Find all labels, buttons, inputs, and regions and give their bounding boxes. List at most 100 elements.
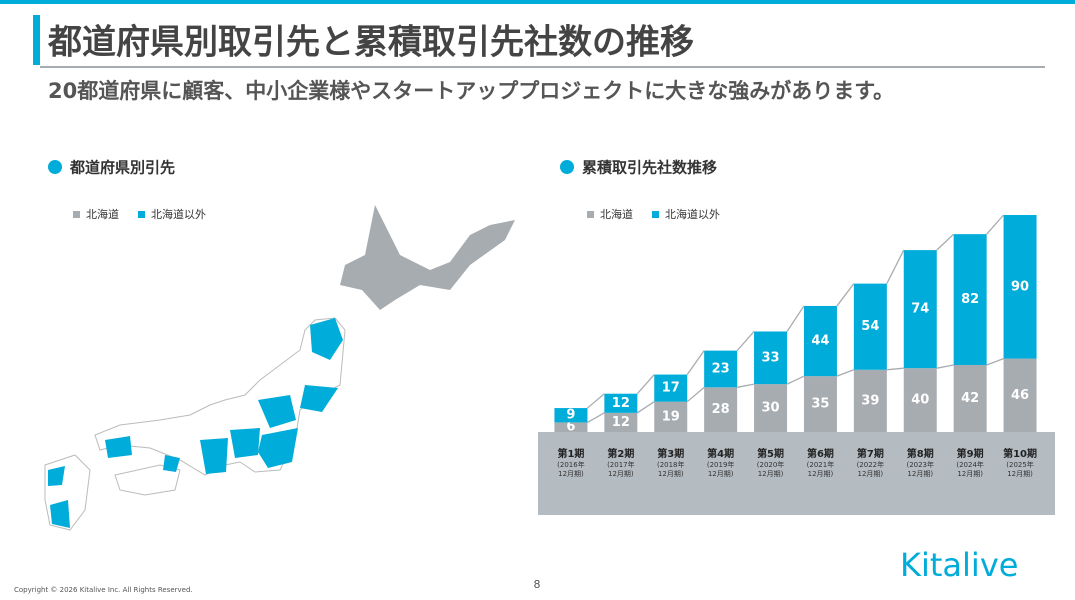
region <box>105 436 132 458</box>
bar-segment <box>1003 215 1037 359</box>
period-label: (2018年 12月期) <box>656 461 685 478</box>
trend-line <box>737 383 755 388</box>
trend-line <box>836 283 855 307</box>
legend-label: 北海道 <box>86 207 119 221</box>
hokkaido <box>340 205 515 310</box>
trend-line <box>786 375 805 385</box>
category-label: 第10期 <box>1003 449 1037 460</box>
region <box>50 500 70 528</box>
bar-segment <box>853 283 887 370</box>
legend-swatch <box>587 211 594 218</box>
legend-label: 北海道以外 <box>665 207 720 221</box>
region <box>200 438 228 474</box>
trend-line <box>986 214 1005 235</box>
bar-segment <box>903 368 937 432</box>
category-label: 第4期 <box>707 449 735 460</box>
bar-segment <box>554 422 588 432</box>
trend-line <box>936 233 955 251</box>
category-label: 第7期 <box>856 449 884 460</box>
trend-line <box>636 374 655 395</box>
category-label: 第9期 <box>956 449 984 460</box>
region <box>48 466 65 486</box>
value-label: 46 <box>1011 388 1029 403</box>
japan-map <box>44 205 515 531</box>
top-bar <box>0 0 1075 4</box>
bullet <box>48 160 62 174</box>
period-label: (2021年 12月期) <box>806 461 835 478</box>
period-label: (2023年 12月期) <box>906 461 935 478</box>
value-label: 28 <box>712 402 730 417</box>
category-label: 第1期 <box>557 449 585 460</box>
bar-segment <box>754 331 788 385</box>
bar-segment <box>754 384 788 432</box>
trend-line <box>936 364 954 369</box>
category-label: 第6期 <box>806 449 834 460</box>
bar-segment <box>604 412 638 432</box>
value-label: 19 <box>662 409 680 424</box>
value-label: 35 <box>811 397 829 412</box>
trend-line <box>786 305 805 332</box>
trend-line <box>587 412 605 423</box>
period-label: (2025年 12月期) <box>1006 461 1034 478</box>
trend-line <box>986 357 1004 366</box>
trend-line <box>636 401 655 414</box>
bar-segment <box>554 408 588 423</box>
trend-line <box>686 386 705 403</box>
subtitle: 20都道府県に顧客、中小企業様やスタートアッププロジェクトに大きな強みがあります… <box>48 79 894 103</box>
shikoku <box>114 464 181 496</box>
value-label: 23 <box>712 361 730 376</box>
bar-segment <box>853 369 887 432</box>
bullet <box>560 160 574 174</box>
copyright: Copyright © 2026 Kitalive Inc. All Right… <box>14 586 193 594</box>
period-label: (2022年 12月期) <box>856 461 885 478</box>
category-label: 第5期 <box>757 449 785 460</box>
trend-line <box>836 369 855 377</box>
region <box>258 395 296 428</box>
bar-segment <box>803 376 837 432</box>
legend-label: 北海道 <box>600 207 633 221</box>
section-title: 都道府県別引先 <box>69 159 175 177</box>
value-label: 12 <box>612 396 630 411</box>
bar-segment <box>903 250 937 369</box>
title: 都道府県別取引先と累積取引先社数の推移 <box>47 23 694 63</box>
bar-segment <box>953 364 987 432</box>
value-label: 40 <box>911 393 929 408</box>
bar-segment <box>654 401 688 432</box>
period-label: (2019年 12月期) <box>706 461 735 478</box>
value-label: 74 <box>911 302 929 317</box>
period-label: (2024年 12月期) <box>956 461 984 478</box>
legend-label: 北海道以外 <box>151 207 206 221</box>
period-label: (2020年 12月期) <box>756 461 785 478</box>
value-label: 54 <box>861 319 879 334</box>
value-label: 6 <box>566 420 575 435</box>
value-label: 12 <box>612 415 630 430</box>
region <box>230 428 260 458</box>
value-label: 90 <box>1011 279 1029 294</box>
category-label: 第3期 <box>657 449 685 460</box>
bar-segment <box>953 234 987 365</box>
section-title: 累積取引先社数推移 <box>582 159 717 177</box>
category-label: 第2期 <box>607 449 635 460</box>
trend-line <box>736 331 755 352</box>
trend-line <box>886 367 904 371</box>
page-number: 8 <box>534 578 541 591</box>
bar-segment <box>604 393 638 413</box>
period-label: (2017年 12月期) <box>607 461 635 478</box>
legend-swatch <box>138 211 145 218</box>
legend-swatch <box>73 211 80 218</box>
bar-segment <box>1003 358 1037 432</box>
period-label: (2016年 12月期) <box>557 461 585 478</box>
region <box>310 318 343 360</box>
trend-line <box>587 393 605 409</box>
bar-segment <box>704 350 738 388</box>
category-band <box>538 432 1055 515</box>
region <box>163 455 180 472</box>
value-label: 42 <box>961 391 979 406</box>
bar-segment <box>803 305 837 377</box>
trend-line <box>686 350 705 375</box>
value-label: 17 <box>662 381 680 396</box>
region <box>300 385 338 412</box>
logo: Kitalive <box>900 546 1018 584</box>
category-label: 第8期 <box>906 449 934 460</box>
